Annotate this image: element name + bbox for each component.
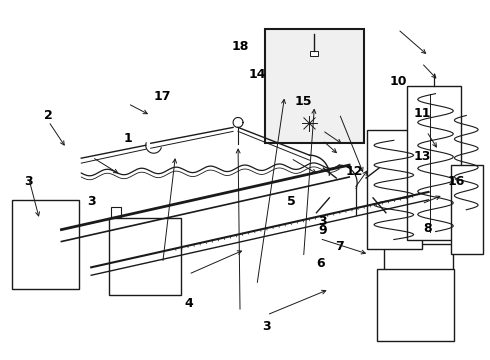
Bar: [451, 165, 483, 255]
Text: 2: 2: [44, 109, 52, 122]
Bar: [407, 86, 461, 239]
Text: 3: 3: [263, 320, 271, 333]
Text: 3: 3: [318, 215, 327, 228]
Text: 8: 8: [423, 222, 432, 235]
Text: 10: 10: [390, 75, 407, 88]
Text: 14: 14: [248, 68, 266, 81]
Text: 18: 18: [231, 40, 249, 53]
Bar: [367, 130, 421, 249]
Text: 3: 3: [24, 175, 33, 188]
Bar: [109, 218, 180, 295]
Text: 17: 17: [153, 90, 171, 103]
Text: 13: 13: [414, 150, 431, 163]
Bar: [384, 244, 453, 316]
Text: 16: 16: [448, 175, 465, 188]
Text: 11: 11: [414, 107, 431, 120]
Bar: [377, 269, 454, 341]
Text: 9: 9: [318, 224, 327, 237]
Text: 15: 15: [294, 95, 312, 108]
Bar: [12, 200, 79, 289]
Text: 5: 5: [287, 195, 295, 208]
Text: 12: 12: [345, 165, 363, 177]
Text: 1: 1: [124, 132, 133, 145]
Bar: [111, 207, 121, 217]
Text: 6: 6: [316, 257, 325, 270]
Text: 7: 7: [336, 240, 344, 253]
Text: 3: 3: [88, 195, 96, 208]
Bar: [265, 29, 364, 143]
Text: 4: 4: [185, 297, 194, 310]
Bar: [311, 51, 319, 56]
